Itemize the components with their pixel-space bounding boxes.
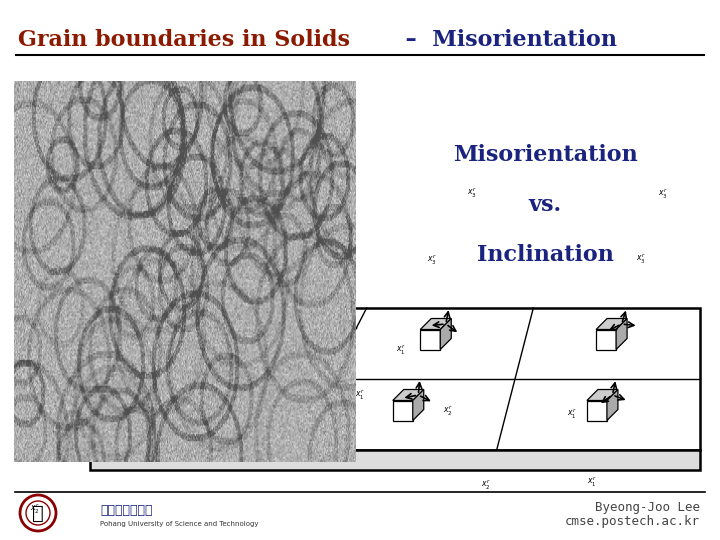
Text: $x_3^r$: $x_3^r$ xyxy=(658,187,667,201)
Polygon shape xyxy=(440,319,451,349)
Text: $x_1^r$: $x_1^r$ xyxy=(588,475,597,489)
Polygon shape xyxy=(264,319,276,349)
Text: $x_2^r$: $x_2^r$ xyxy=(481,478,491,492)
Polygon shape xyxy=(392,389,424,401)
Text: $x_3^r$: $x_3^r$ xyxy=(427,253,436,267)
Polygon shape xyxy=(244,319,276,329)
Polygon shape xyxy=(420,319,451,329)
Text: $x_3^r$: $x_3^r$ xyxy=(467,186,477,200)
Polygon shape xyxy=(392,401,413,421)
Polygon shape xyxy=(596,319,627,329)
Text: $x_1^r$: $x_1^r$ xyxy=(396,343,406,357)
Polygon shape xyxy=(587,401,607,421)
Text: $x_2^r$: $x_2^r$ xyxy=(30,502,40,516)
Text: Pohang University of Science and Technology: Pohang University of Science and Technol… xyxy=(100,521,258,527)
Text: $x_2^r$: $x_2^r$ xyxy=(131,384,140,398)
Text: $x_2^r$: $x_2^r$ xyxy=(443,404,452,418)
Text: $x_1$ (RD): $x_1$ (RD) xyxy=(60,441,97,455)
Polygon shape xyxy=(420,329,440,349)
Text: $x_3^r$: $x_3^r$ xyxy=(636,251,646,266)
Text: Byeong-Joo Lee: Byeong-Joo Lee xyxy=(595,501,700,514)
Polygon shape xyxy=(90,450,700,470)
Text: 포항공과대학교: 포항공과대학교 xyxy=(100,503,153,516)
Text: cmse.postech.ac.kr: cmse.postech.ac.kr xyxy=(565,516,700,529)
Polygon shape xyxy=(596,329,616,349)
Text: Misorientation: Misorientation xyxy=(453,144,637,166)
Text: $x_2^r$: $x_2^r$ xyxy=(306,330,316,345)
Text: $x_2$ (TD): $x_2$ (TD) xyxy=(147,435,183,449)
Text: Inclination: Inclination xyxy=(477,244,613,266)
Polygon shape xyxy=(219,389,230,421)
Text: 🔴: 🔴 xyxy=(32,503,44,523)
Text: Grain boundaries in Solids: Grain boundaries in Solids xyxy=(18,29,350,51)
Text: vs.: vs. xyxy=(528,194,562,216)
Polygon shape xyxy=(199,389,230,401)
Polygon shape xyxy=(607,389,618,421)
Text: –  Misorientation: – Misorientation xyxy=(390,29,617,51)
Text: $x_1^r$: $x_1^r$ xyxy=(355,388,365,402)
Polygon shape xyxy=(90,308,700,450)
Text: $x_2^r$: $x_2^r$ xyxy=(282,414,292,428)
Text: $x_1^r$: $x_1^r$ xyxy=(567,407,577,421)
Text: $x_3^r$: $x_3^r$ xyxy=(219,252,229,266)
Text: $x_3^r$: $x_3^r$ xyxy=(279,182,288,197)
Polygon shape xyxy=(199,401,219,421)
Polygon shape xyxy=(587,389,618,401)
Text: $x_3$ (ND): $x_3$ (ND) xyxy=(94,364,132,378)
Polygon shape xyxy=(244,329,264,349)
Polygon shape xyxy=(616,319,627,349)
Polygon shape xyxy=(413,389,424,421)
